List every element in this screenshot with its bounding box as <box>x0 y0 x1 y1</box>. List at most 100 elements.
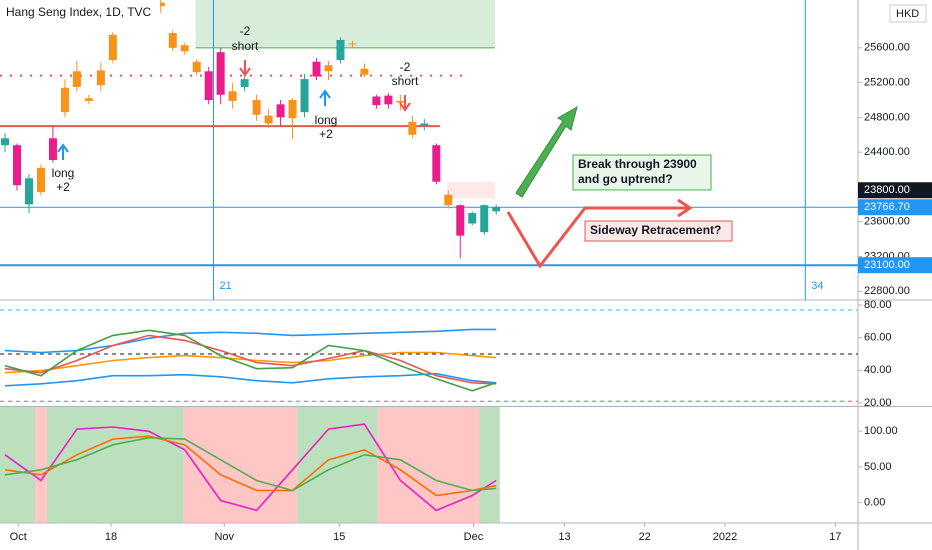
annotation: short <box>232 39 259 53</box>
y-tick-label: 24800.00 <box>864 111 910 123</box>
y-tick-label: 23600.00 <box>864 216 910 228</box>
candle-body <box>372 96 381 106</box>
annotation: +2 <box>319 127 333 141</box>
candle-body <box>492 206 501 212</box>
candle-body <box>180 45 189 52</box>
chart-title: Hang Seng Index, 1D, TVC <box>6 5 152 19</box>
short-arrow <box>399 95 411 112</box>
candle-body <box>216 52 225 95</box>
price-tag <box>858 199 932 216</box>
indicator-line <box>4 423 497 512</box>
candle-body <box>384 95 393 105</box>
candle-body <box>24 178 33 205</box>
candle-body <box>468 213 477 224</box>
x-tick-label: 13 <box>558 531 570 543</box>
drawings: Hang Seng Index, 1D, TVC -2 short long +… <box>0 0 927 269</box>
indicator-line <box>4 372 497 387</box>
x-tick-label: 15 <box>333 531 345 543</box>
indicator-line <box>4 328 497 354</box>
zone <box>183 407 298 523</box>
annotation: long <box>315 113 338 127</box>
candle-body <box>432 145 441 182</box>
zone <box>297 407 378 523</box>
indicator-line <box>4 329 497 392</box>
candle-body <box>84 98 93 101</box>
candle-body <box>444 194 453 206</box>
x-tick-label: Nov <box>214 531 234 543</box>
x-tick-label: 17 <box>829 531 841 543</box>
candle-body <box>240 79 249 87</box>
y-tick-label: 0.00 <box>864 497 885 509</box>
price-tag <box>858 257 932 274</box>
y-tick-label: 24400.00 <box>864 146 910 158</box>
candle-body <box>264 115 273 124</box>
candle-body <box>204 71 213 100</box>
annotation: Break through 23900 <box>578 157 697 171</box>
annotation: -2 <box>400 60 411 74</box>
price-tag-label: 23766.70 <box>864 201 910 213</box>
candle-body <box>288 100 297 119</box>
up-arrow <box>515 105 578 198</box>
x-tick-label: 2022 <box>713 531 737 543</box>
candle-body <box>420 123 429 127</box>
y-tick-label: 22800.00 <box>864 285 910 297</box>
candle-body <box>252 100 261 115</box>
vertical-line-label: 21 <box>219 280 231 292</box>
annotation: -2 <box>240 24 251 38</box>
candle-body <box>156 2 165 7</box>
candle-body <box>13 145 22 186</box>
candle-body <box>480 205 489 233</box>
y-tick-label: 50.00 <box>864 461 892 473</box>
short-arrow <box>239 60 251 77</box>
y-tick-label: 80.00 <box>864 299 892 311</box>
y-tick-label: 25600.00 <box>864 42 910 54</box>
vertical-line-label: 34 <box>811 280 823 292</box>
price-tag-label: 23800.00 <box>864 184 910 196</box>
annotation: and go uptrend? <box>578 172 673 186</box>
annotation-box <box>572 154 712 191</box>
zone <box>447 181 496 199</box>
zone <box>479 407 500 523</box>
retracement-arrowhead <box>677 198 693 218</box>
indicator-line <box>4 351 497 374</box>
candle-body <box>348 43 357 45</box>
y-tick-label: 60.00 <box>864 332 892 344</box>
indicator-line <box>4 334 497 385</box>
candle-body <box>48 138 57 160</box>
y-tick-label: 20.00 <box>864 397 892 409</box>
candle-body <box>108 34 117 60</box>
long-arrow <box>57 143 69 160</box>
candle-body <box>336 40 345 60</box>
zone <box>34 407 47 523</box>
indicator-line <box>4 436 497 492</box>
candle-body <box>324 65 333 72</box>
currency: HKD <box>896 8 919 20</box>
annotation: short <box>392 74 419 88</box>
candle-body <box>456 205 465 236</box>
candle-body <box>300 79 309 113</box>
x-tick-label: Oct <box>10 531 27 543</box>
indicator-line <box>4 435 497 497</box>
candle-body <box>192 61 201 73</box>
annotation: long <box>52 166 75 180</box>
retracement-path <box>506 206 688 269</box>
x-tick-label: 22 <box>639 531 651 543</box>
y-tick-label: 40.00 <box>864 364 892 376</box>
long-arrow <box>319 89 331 106</box>
price-tag-label: 23100.00 <box>864 259 910 271</box>
candle-body <box>1 138 10 146</box>
candle-body <box>276 104 285 118</box>
y-tick-label: 25200.00 <box>864 77 910 89</box>
candle-body <box>168 33 177 48</box>
candle-body <box>408 121 417 135</box>
annotation-box <box>584 220 733 242</box>
candle-body <box>360 68 369 75</box>
price-tag <box>858 182 932 199</box>
candle-body <box>36 167 45 193</box>
x-tick-label: 18 <box>105 531 117 543</box>
zone <box>195 0 496 48</box>
candle-body <box>228 91 237 101</box>
